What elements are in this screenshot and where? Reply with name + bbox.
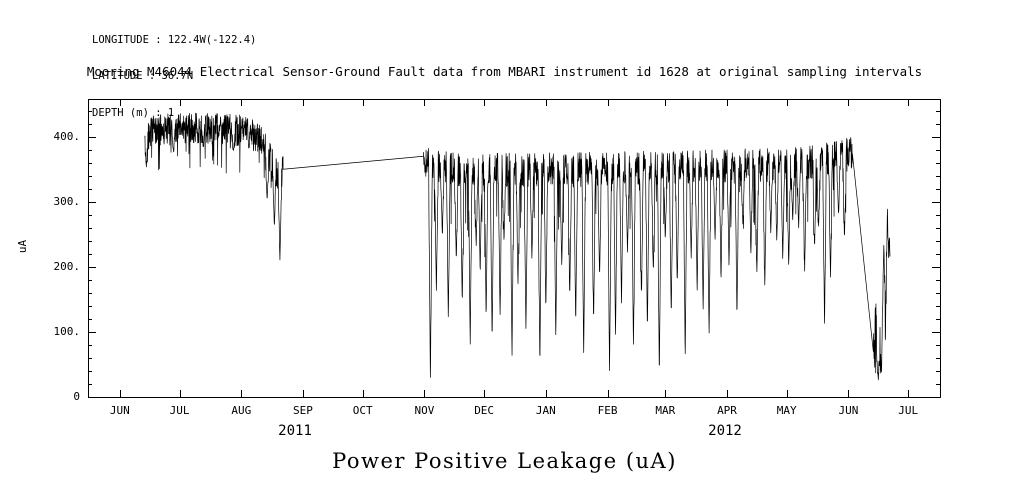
x-tick-label: NOV — [414, 404, 435, 417]
y-tick-label: 100. — [53, 324, 81, 338]
x-tick-label: APR — [717, 404, 737, 417]
bottom-title: Power Positive Leakage (uA) — [332, 449, 677, 473]
chart-title: Mooring M46044 Electrical Sensor-Ground … — [86, 64, 923, 79]
station-info-block: LONGITUDE : 122.4W(-122.4) LATITUDE : 36… — [92, 9, 256, 144]
depth-label: DEPTH (m) : 1 — [92, 107, 175, 120]
x-tick-label: JUL — [898, 404, 919, 417]
y-tick-label: 200. — [53, 259, 81, 273]
x-tick-label: MAR — [655, 404, 676, 417]
y-tick-label: 0 — [73, 390, 80, 403]
year-label: 2012 — [708, 423, 742, 439]
y-tick-label: 400. — [53, 129, 81, 143]
x-tick-label: JUN — [838, 404, 859, 417]
longitude-label: LONGITUDE : 122.4W(-122.4) — [92, 33, 257, 46]
x-tick-label: OCT — [352, 404, 373, 417]
x-tick-label: AUG — [231, 404, 252, 417]
x-tick-label: JUL — [169, 404, 190, 417]
x-tick-label: MAY — [776, 404, 797, 417]
x-tick-label: DEC — [474, 404, 495, 417]
y-axis-label: uA — [16, 239, 30, 254]
latitude-label: LATITUDE : 36.7N — [92, 70, 194, 83]
x-tick-label: JAN — [535, 404, 556, 417]
y-tick-label: 300. — [53, 194, 81, 208]
x-tick-label: JUN — [109, 404, 130, 417]
x-tick-label: SEP — [293, 404, 313, 417]
x-tick-label: FEB — [597, 404, 618, 417]
year-label: 2011 — [278, 423, 312, 439]
